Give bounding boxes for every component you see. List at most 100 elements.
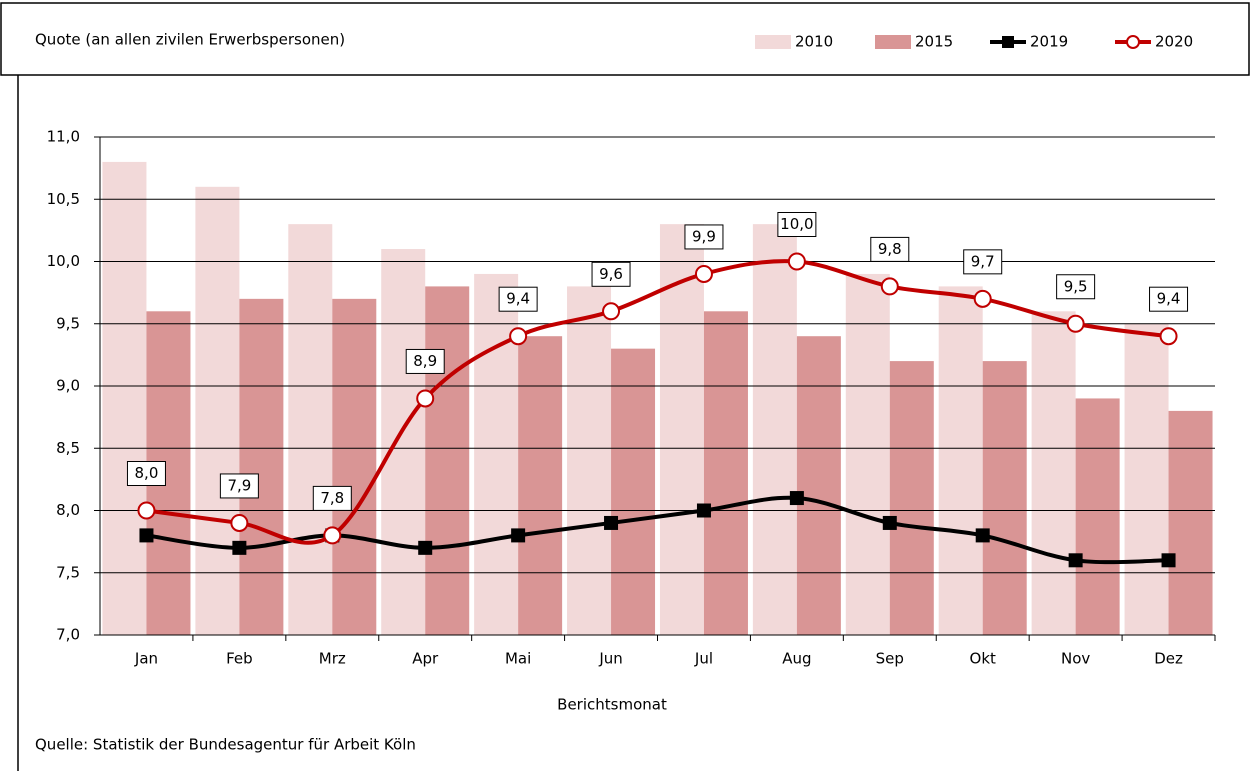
legend-swatch [875,35,911,49]
marker [696,503,711,518]
y-tick-label: 9,0 [56,377,80,395]
x-tick-label: Mrz [319,650,346,668]
data-label: 7,8 [320,489,344,507]
x-tick-label: Apr [412,650,439,668]
data-label: 9,5 [1064,277,1088,295]
bar [659,224,704,635]
bar [938,286,983,635]
data-label-box [1056,274,1096,300]
marker [789,491,804,506]
marker [416,389,435,408]
data-label-box [1149,286,1189,312]
data-label: 7,9 [227,476,251,494]
bar [982,361,1027,635]
bar [567,286,612,635]
x-tick-label: Mai [505,650,531,668]
legend-label: 2015 [915,33,953,51]
marker [230,513,249,532]
data-label: 8,9 [413,352,437,370]
x-tick-label: Okt [970,650,996,668]
header-frame [0,2,1250,76]
data-label: 10,0 [780,215,813,233]
data-label-box [126,461,166,486]
bar [1124,323,1169,635]
marker [1159,327,1178,346]
marker [1068,553,1083,568]
marker [1066,314,1085,333]
bar [425,286,470,635]
marker [694,264,713,283]
bar [381,249,426,636]
data-label-box [219,473,259,499]
y-tick-label: 8,5 [56,439,80,457]
legend-marker [1002,36,1014,48]
bar [611,348,656,635]
bar [703,311,748,635]
data-label-box [870,236,910,262]
legend-swatch [755,35,791,49]
x-tick-label: Jan [134,650,158,668]
x-tick-label: Feb [226,650,253,668]
marker [604,515,619,530]
marker [323,526,342,545]
bar [752,224,797,635]
marker [232,540,247,555]
marker [139,528,154,543]
marker [880,277,899,296]
x-tick-label: Jul [694,650,713,668]
bar [474,273,519,635]
data-label-box [684,224,724,250]
marker [1161,553,1176,568]
marker [137,501,156,520]
legend-label: 2019 [1030,33,1068,51]
data-label-box [777,212,817,237]
y-tick-label: 7,5 [56,563,80,581]
bar [332,298,377,635]
marker [511,528,526,543]
bar [518,336,563,635]
bar [195,186,240,636]
marker [602,302,621,321]
y-tick-label: 7,0 [56,626,80,644]
y-tick-label: 9,5 [56,314,80,332]
data-label-box [312,485,352,511]
y-tick-label: 11,0 [47,128,80,146]
bar [889,361,934,635]
source: Quelle: Statistik der Bundesagentur für … [35,736,416,754]
marker [973,289,992,308]
data-label-box [963,249,1003,275]
y-tick-label: 10,0 [47,252,80,270]
bar [845,273,890,635]
data-label: 9,8 [878,240,902,258]
bar [1031,311,1076,635]
data-label: 9,4 [1157,290,1181,308]
marker [882,515,897,530]
legend-label: 2020 [1155,33,1193,51]
marker [418,540,433,555]
bar [288,224,333,635]
bar [1168,410,1213,635]
bar [1075,398,1120,635]
legend-label: 2010 [795,33,833,51]
data-label: 9,9 [692,227,716,245]
x-tick-label: Nov [1061,650,1090,668]
x-tick-label: Aug [782,650,811,668]
data-label: 8,0 [135,464,159,482]
x-tick-label: Jun [598,650,622,668]
y-tick-label: 8,0 [56,501,80,519]
marker [975,528,990,543]
data-label-box [498,286,538,312]
y-tick-label: 10,5 [47,190,80,208]
bar [796,336,841,635]
y-axis-title: Quote (an allen zivilen Erwerbspersonen) [35,31,345,49]
line [146,495,1169,565]
legend-marker [1126,35,1140,49]
data-label-box [591,261,631,287]
x-tick-label: Dez [1154,650,1183,668]
bar [239,298,284,635]
bar [102,161,147,635]
data-label: 9,6 [599,265,623,283]
x-axis-title: Berichtsmonat [557,696,667,714]
x-tick-label: Sep [876,650,904,668]
data-label: 9,4 [506,290,530,308]
